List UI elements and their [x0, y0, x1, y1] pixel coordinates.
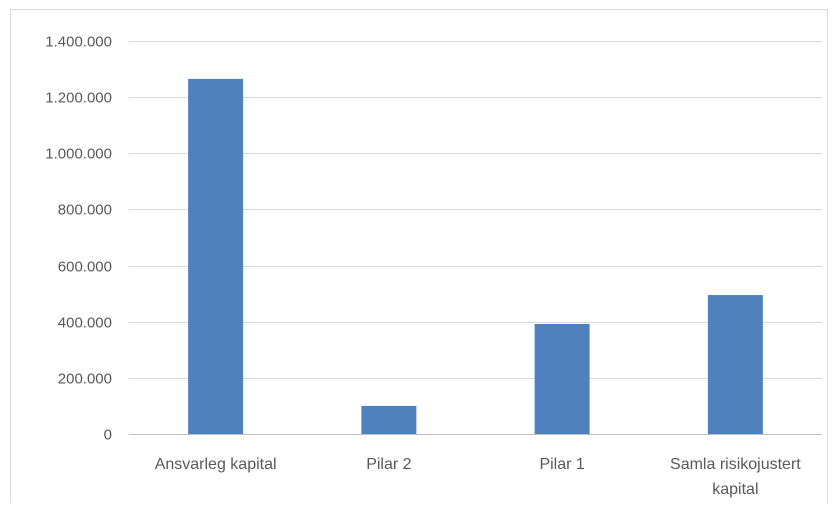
x-axis: Ansvarleg kapital Pilar 2 Pilar 1 Samla ris… [155, 456, 802, 498]
bar [534, 323, 590, 434]
bars [188, 78, 763, 435]
x-category-label: Ansvarleg kapital [155, 456, 277, 473]
y-axis: 0 200.000 400.000 600.000 800.000 1.000.000 1.… [45, 34, 112, 444]
y-tick-label: 1.200.000 [45, 90, 112, 107]
x-category-label: kapital [712, 481, 758, 498]
y-tick-label: 1.400.000 [45, 34, 112, 51]
y-tick-label: 600.000 [58, 259, 112, 276]
x-category-label: Pilar 2 [366, 456, 411, 473]
y-tick-label: 200.000 [58, 371, 112, 388]
y-tick-label: 1.000.000 [45, 146, 112, 163]
x-category-label: Samla risikojustert [670, 456, 801, 473]
bar [188, 78, 244, 435]
chart-frame [10, 9, 828, 503]
bar [707, 295, 763, 434]
bar [361, 405, 417, 434]
y-tick-label: 800.000 [58, 202, 112, 219]
y-tick-label: 400.000 [58, 315, 112, 332]
x-category-label: Pilar 1 [539, 456, 584, 473]
gridlines [129, 41, 822, 435]
y-tick-label: 0 [104, 427, 112, 444]
